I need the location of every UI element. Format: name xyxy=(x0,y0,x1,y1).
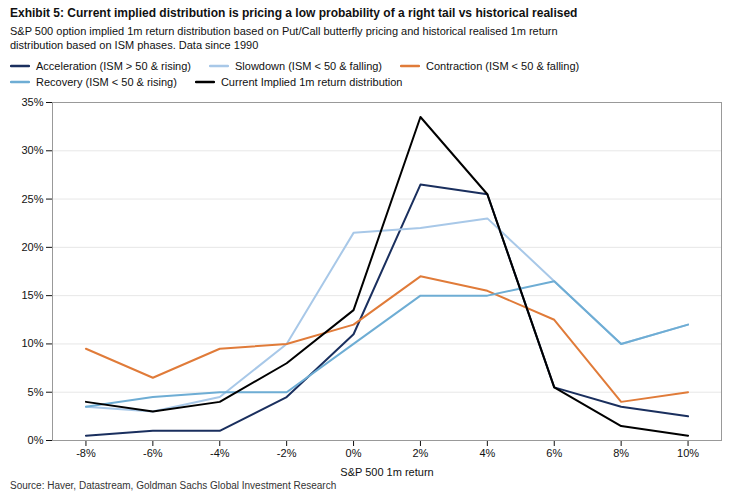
svg-text:35%: 35% xyxy=(21,96,43,108)
svg-text:-8%: -8% xyxy=(76,447,96,459)
html-text:Source: Haver, Datastream, Gol: Source: Haver, Datastream, Goldman Sachs… xyxy=(10,480,337,491)
html-text:Contraction (ISM < 50 & fallin: Contraction (ISM < 50 & falling) xyxy=(426,60,580,72)
svg-text:10%: 10% xyxy=(677,447,699,459)
html-text:Exhibit 5: Current implied dis: Exhibit 5: Current implied distribution … xyxy=(10,6,578,20)
html-text:Slowdown (ISM < 50 & falling): Slowdown (ISM < 50 & falling) xyxy=(235,60,382,72)
svg-text:0%: 0% xyxy=(28,434,44,446)
svg-text:20%: 20% xyxy=(21,241,43,253)
html-text:Acceleration (ISM > 50 & risin: Acceleration (ISM > 50 & rising) xyxy=(36,60,191,72)
svg-text:6%: 6% xyxy=(546,447,562,459)
svg-text:-6%: -6% xyxy=(143,447,163,459)
svg-text:15%: 15% xyxy=(21,289,43,301)
svg-text:-2%: -2% xyxy=(277,447,297,459)
svg-text:25%: 25% xyxy=(21,193,43,205)
svg-text:2%: 2% xyxy=(412,447,428,459)
svg-text:S&P 500 1m return: S&P 500 1m return xyxy=(340,466,433,478)
svg-text:10%: 10% xyxy=(21,337,43,349)
html-text:S&P 500 option implied 1m retu: S&P 500 option implied 1m return distrib… xyxy=(10,25,558,51)
svg-text:5%: 5% xyxy=(28,386,44,398)
html-text:Current Implied 1m return dist: Current Implied 1m return distribution xyxy=(220,76,403,88)
svg-text:0%: 0% xyxy=(346,447,362,459)
svg-text:-4%: -4% xyxy=(210,447,230,459)
svg-text:4%: 4% xyxy=(479,447,495,459)
svg-text:30%: 30% xyxy=(21,144,43,156)
svg-text:8%: 8% xyxy=(613,447,629,459)
html-text:Recovery (ISM < 50 & rising): Recovery (ISM < 50 & rising) xyxy=(36,76,177,88)
